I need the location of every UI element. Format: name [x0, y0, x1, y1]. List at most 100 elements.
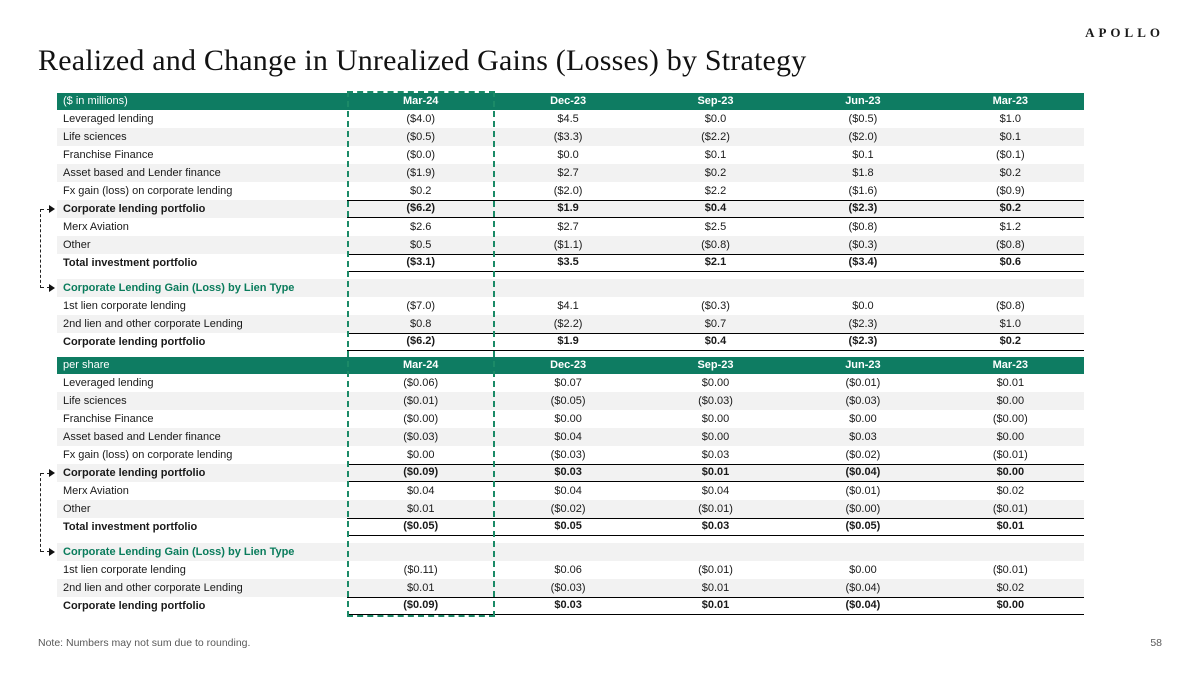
table-row-2nd-lien-and-other-corporate-lending: 2nd lien and other corporate Lending $0.0…: [57, 579, 1084, 597]
value-cell: ($0.06): [403, 377, 439, 389]
value-cell: ($0.01): [698, 564, 733, 576]
value-cell: $2.6: [409, 221, 432, 233]
row-values: $0.8 ($2.2) $0.7 ($2.3) $1.0: [347, 315, 1084, 333]
row-label: Life sciences: [63, 395, 127, 407]
value-cell: ($0.09): [403, 599, 439, 611]
row-values: ($0.09) $0.03 $0.01 ($0.04) $0.00: [347, 597, 1084, 615]
value-cell: $1.2: [999, 221, 1022, 233]
row-label: Total investment portfolio: [63, 257, 198, 269]
row-label: 1st lien corporate lending: [63, 564, 186, 576]
value-cell: $0.03: [554, 599, 582, 611]
row-label: Leveraged lending: [63, 113, 154, 125]
arrow-line: [41, 209, 50, 210]
table-row-merx-aviation: Merx Aviation $0.04 $0.04 $0.04 ($0.01) $0.02: [57, 482, 1084, 500]
footnote: Note: Numbers may not sum due to roundin…: [38, 637, 251, 649]
value-cell: ($0.00): [992, 413, 1028, 425]
value-cell: ($0.01): [698, 503, 733, 515]
lien-type-arrow-bracket-per-share: [40, 469, 55, 556]
value-cell: [789, 279, 936, 297]
row-label: Other: [63, 503, 91, 515]
table-row-corporate-lending-portfolio: Corporate lending portfolio ($6.2) $1.9 $0.…: [57, 200, 1084, 218]
row-values: ($1.9) $2.7 $0.2 $1.8 $0.2: [347, 164, 1084, 182]
row-values: ($4.0) $4.5 $0.0 ($0.5) $1.0: [347, 110, 1084, 128]
value-cell: [347, 279, 494, 297]
row-label: Franchise Finance: [63, 413, 154, 425]
row-label: Merx Aviation: [63, 485, 129, 497]
row-label: Leveraged lending: [63, 377, 154, 389]
table-row-fx-gain-loss-on-corporate-lending: Fx gain (loss) on corporate lending $0.2 (…: [57, 182, 1084, 200]
lien-type-arrow-bracket-millions: [40, 205, 55, 292]
table-unit-label: ($ in millions): [63, 95, 128, 107]
table-row-total-investment-portfolio: Total investment portfolio ($3.1) $3.5 $2.1…: [57, 254, 1084, 272]
value-cell: [789, 543, 936, 561]
table-row-leveraged-lending: Leveraged lending ($4.0) $4.5 $0.0 ($0.5) $1.…: [57, 110, 1084, 128]
table-header-row: per share Mar-24 Dec-23 Sep-23 Jun-23 Mar-23: [57, 357, 1084, 374]
value-cell: $0.01: [996, 377, 1025, 389]
row-values: $0.01 ($0.02) ($0.01) ($0.00) ($0.01): [347, 500, 1084, 518]
row-label: Asset based and Lender finance: [63, 431, 221, 443]
value-cell: ($0.03): [550, 449, 586, 461]
row-label: 2nd lien and other corporate Lending: [63, 318, 243, 330]
value-cell: ($0.01): [845, 485, 881, 497]
arrow-right-icon: [49, 548, 55, 556]
table-row-other: Other $0.01 ($0.02) ($0.01) ($0.00) ($0.01): [57, 500, 1084, 518]
table-row-1st-lien-corporate-lending: 1st lien corporate lending ($7.0) $4.1 ($0.…: [57, 297, 1084, 315]
value-cell: $0.1: [999, 131, 1022, 143]
value-cell: $0.00: [701, 413, 730, 425]
table-dollars-in-millions: ($ in millions) Mar-24 Dec-23 Sep-23 Jun-23 M…: [57, 93, 1084, 351]
value-cell: $0.4: [704, 202, 727, 214]
value-cell: $2.5: [704, 221, 727, 233]
value-cell: ($0.9): [995, 185, 1025, 197]
value-cell: ($0.01): [992, 449, 1028, 461]
value-cell: $0.01: [406, 582, 435, 594]
table-row-corporate-lending-portfolio: Corporate lending portfolio ($6.2) $1.9 $0.…: [57, 333, 1084, 351]
row-values: [347, 279, 1084, 297]
value-cell: ($0.09): [403, 466, 439, 478]
value-cell: $0.1: [704, 149, 727, 161]
value-cell: ($0.01): [992, 564, 1028, 576]
table-row-2nd-lien-and-other-corporate-lending: 2nd lien and other corporate Lending $0.8…: [57, 315, 1084, 333]
row-values: ($3.1) $3.5 $2.1 ($3.4) $0.6: [347, 254, 1084, 272]
table-spacer: [57, 536, 1084, 543]
value-cell: $0.2: [999, 167, 1022, 179]
value-cell: ($0.8): [995, 300, 1025, 312]
column-header-jun-23: Jun-23: [845, 359, 881, 371]
table-row-corporate-lending-gain-loss-by-lien-type: Corporate Lending Gain (Loss) by Lien Ty…: [57, 279, 1084, 297]
table-row-franchise-finance: Franchise Finance ($0.00) $0.00 $0.00 $0.00(…: [57, 410, 1084, 428]
row-label: Total investment portfolio: [63, 521, 198, 533]
value-cell: $0.0: [704, 113, 727, 125]
table-row-life-sciences: Life sciences ($0.5) ($3.3) ($2.2) ($2.0) $0.…: [57, 128, 1084, 146]
value-cell: $0.02: [996, 582, 1025, 594]
arrow-line: [41, 287, 50, 288]
row-label: Corporate Lending Gain (Loss) by Lien Ty…: [63, 282, 295, 294]
row-label: Corporate lending portfolio: [63, 600, 206, 612]
table-row-other: Other $0.5 ($1.1) ($0.8) ($0.3) ($0.8): [57, 236, 1084, 254]
table-row-asset-based-and-lender-finance: Asset based and Lender finance ($1.9) $2.7…: [57, 164, 1084, 182]
row-values: ($7.0) $4.1 ($0.3) $0.0 ($0.8): [347, 297, 1084, 315]
value-cell: ($0.03): [845, 395, 881, 407]
value-cell: ($1.1): [553, 239, 583, 251]
value-cell: ($1.9): [406, 167, 436, 179]
value-cell: $0.0: [557, 149, 579, 161]
value-cell: [347, 543, 494, 561]
header-values: Mar-24 Dec-23 Sep-23 Jun-23 Mar-23: [347, 93, 1084, 110]
column-header-mar-24: Mar-24: [402, 95, 439, 107]
row-label: Life sciences: [63, 131, 127, 143]
value-cell: ($2.2): [553, 318, 583, 330]
value-cell: ($0.8): [701, 239, 730, 251]
value-cell: $1.0: [999, 318, 1022, 330]
value-cell: ($0.05): [550, 395, 586, 407]
value-cell: ($0.02): [845, 449, 881, 461]
table-row-total-investment-portfolio: Total investment portfolio ($0.05) $0.05 $0…: [57, 518, 1084, 536]
table-header-row: ($ in millions) Mar-24 Dec-23 Sep-23 Jun-23 M…: [57, 93, 1084, 110]
value-cell: ($3.4): [848, 256, 878, 268]
value-cell: ($2.0): [553, 185, 583, 197]
value-cell: $0.02: [996, 485, 1025, 497]
value-cell: $0.04: [554, 431, 582, 443]
value-cell: $0.03: [554, 466, 582, 478]
value-cell: [494, 543, 641, 561]
table-spacer: [57, 272, 1084, 279]
value-cell: ($2.2): [701, 131, 730, 143]
row-values: [347, 543, 1084, 561]
